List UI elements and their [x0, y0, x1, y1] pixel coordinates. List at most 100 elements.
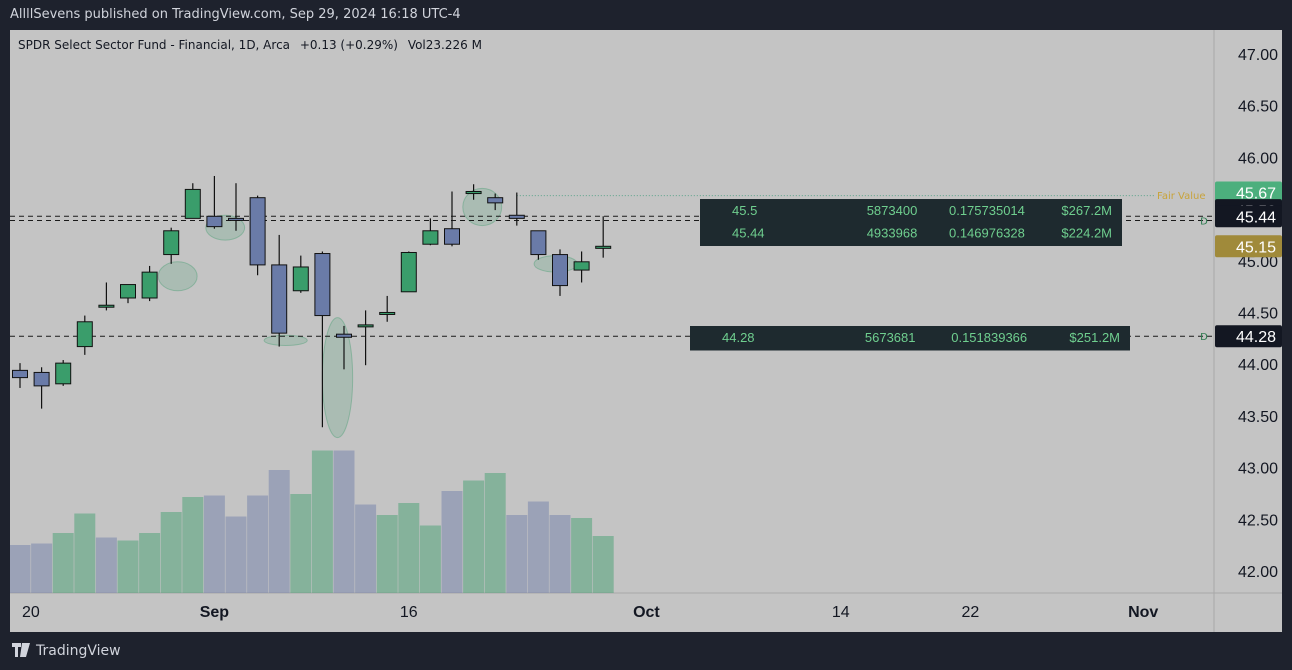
- candle-up: [141, 271, 158, 299]
- y-tick-label: 45.00: [1238, 254, 1278, 271]
- fair-value-label: Fair Value: [1157, 191, 1206, 202]
- volume-bar: [95, 537, 117, 593]
- y-tick-label: 44.00: [1238, 357, 1278, 374]
- candle-down: [552, 254, 568, 287]
- y-tick-label: 42.00: [1238, 564, 1278, 581]
- table-cell-notional: $267.2M: [1061, 203, 1112, 218]
- candle-down: [314, 253, 331, 317]
- legend-volume: Vol23.226 M: [407, 38, 482, 52]
- table-cell-price: 45.44: [732, 226, 765, 241]
- candle-up: [422, 230, 439, 245]
- candle-down: [206, 215, 223, 228]
- volume-bar: [225, 516, 247, 593]
- table-cell-volume: 5873400: [867, 203, 918, 218]
- chart-legend: SPDR Select Sector Fund - Financial, 1D,…: [18, 38, 488, 52]
- price-label: 45.44: [1236, 209, 1276, 226]
- volume-bar: [355, 504, 377, 593]
- volume-bar: [592, 536, 614, 593]
- published-text: AllllSevens published on TradingView.com…: [10, 7, 461, 22]
- level-table: [690, 326, 1130, 351]
- table-cell-ratio: 0.146976328: [949, 226, 1025, 241]
- x-tick-label: Sep: [200, 604, 230, 621]
- volume-bar: [182, 497, 204, 593]
- highlight-ellipse: [157, 261, 198, 292]
- price-label-badge: [1215, 205, 1282, 228]
- y-tick-label: 46.50: [1238, 99, 1278, 116]
- volume-bar: [419, 525, 441, 593]
- price-label-badge: [1215, 235, 1282, 258]
- volume-bar: [506, 515, 528, 593]
- candle-up: [76, 321, 93, 348]
- volume-bar: [463, 480, 485, 593]
- y-tick-label: 47.00: [1238, 47, 1278, 64]
- x-tick-label: 22: [962, 604, 980, 621]
- candle-up: [465, 190, 482, 195]
- level-table: [700, 199, 1122, 246]
- publish-header: AllllSevens published on TradingView.com…: [0, 0, 1292, 30]
- price-label-badge: [1215, 325, 1282, 348]
- table-cell-notional: $224.2M: [1061, 226, 1112, 241]
- candle-down: [336, 333, 352, 338]
- candle-up: [595, 245, 612, 249]
- volume-bar: [247, 495, 269, 593]
- x-tick-label: Nov: [1128, 604, 1158, 621]
- candle-down: [228, 217, 244, 221]
- volume-bar: [333, 450, 355, 593]
- volume-bar: [527, 501, 549, 593]
- volume-bar: [484, 473, 506, 593]
- volume-bar: [203, 495, 225, 593]
- highlight-ellipse: [263, 334, 308, 347]
- volume-bar: [311, 450, 333, 593]
- volume-bar: [441, 491, 463, 593]
- candle-up: [357, 324, 374, 328]
- footer-brand: TradingView: [36, 643, 121, 659]
- candle-up: [120, 284, 136, 299]
- x-tick-label: 16: [400, 604, 418, 621]
- table-cell-ratio: 0.175735014: [949, 203, 1025, 218]
- candle-up: [184, 188, 201, 219]
- volume-bar: [549, 515, 571, 593]
- candle-down: [444, 228, 460, 245]
- price-label: 45.15: [1236, 239, 1276, 256]
- x-tick-label: Oct: [633, 604, 660, 621]
- y-tick-label: 43.50: [1238, 409, 1278, 426]
- table-cell-volume: 5673681: [865, 330, 916, 345]
- volume-bar: [160, 512, 182, 593]
- footer-bar: TradingView: [0, 632, 1292, 670]
- price-label: 44.28: [1236, 329, 1276, 346]
- x-tick-label: 20: [22, 604, 40, 621]
- candle-down: [271, 264, 288, 334]
- volume-bar: [571, 518, 593, 593]
- candle-up: [573, 261, 590, 271]
- chart-panel[interactable]: Fair Value 45.5 5873400 0.175735014 $267.2M 4…: [10, 30, 1282, 632]
- volume-bar: [376, 515, 398, 593]
- volume-bar: [290, 494, 312, 593]
- volume-bar: [117, 540, 139, 593]
- volume-bar: [52, 533, 74, 593]
- volume-bar: [10, 545, 31, 593]
- line-marker: D: [1200, 332, 1208, 343]
- volume-bar: [139, 533, 161, 593]
- candle-up: [400, 251, 417, 293]
- y-tick-label: 44.50: [1238, 306, 1278, 323]
- tradingview-logo-icon: [12, 643, 30, 657]
- volume-bar: [268, 470, 290, 593]
- candle-up: [98, 304, 115, 308]
- candle-down: [508, 214, 525, 219]
- candle-down: [530, 230, 547, 256]
- table-cell-ratio: 0.151839366: [951, 330, 1027, 345]
- price-chart[interactable]: Fair Value 45.5 5873400 0.175735014 $267.2M 4…: [10, 30, 1282, 632]
- candle-up: [55, 362, 72, 385]
- table-cell-volume: 4933968: [867, 226, 918, 241]
- candle-down: [249, 197, 266, 266]
- line-marker: D: [1200, 216, 1208, 227]
- y-tick-label: 46.00: [1238, 150, 1278, 167]
- table-cell-price: 44.28: [722, 330, 755, 345]
- candle-up: [163, 230, 180, 256]
- x-tick-label: 14: [832, 604, 850, 621]
- volume-bar: [398, 503, 420, 593]
- volume-bar: [31, 543, 53, 593]
- y-tick-label: 42.50: [1238, 512, 1278, 529]
- table-cell-price: 45.5: [732, 203, 757, 218]
- legend-change: +0.13 (+0.29%): [299, 38, 398, 52]
